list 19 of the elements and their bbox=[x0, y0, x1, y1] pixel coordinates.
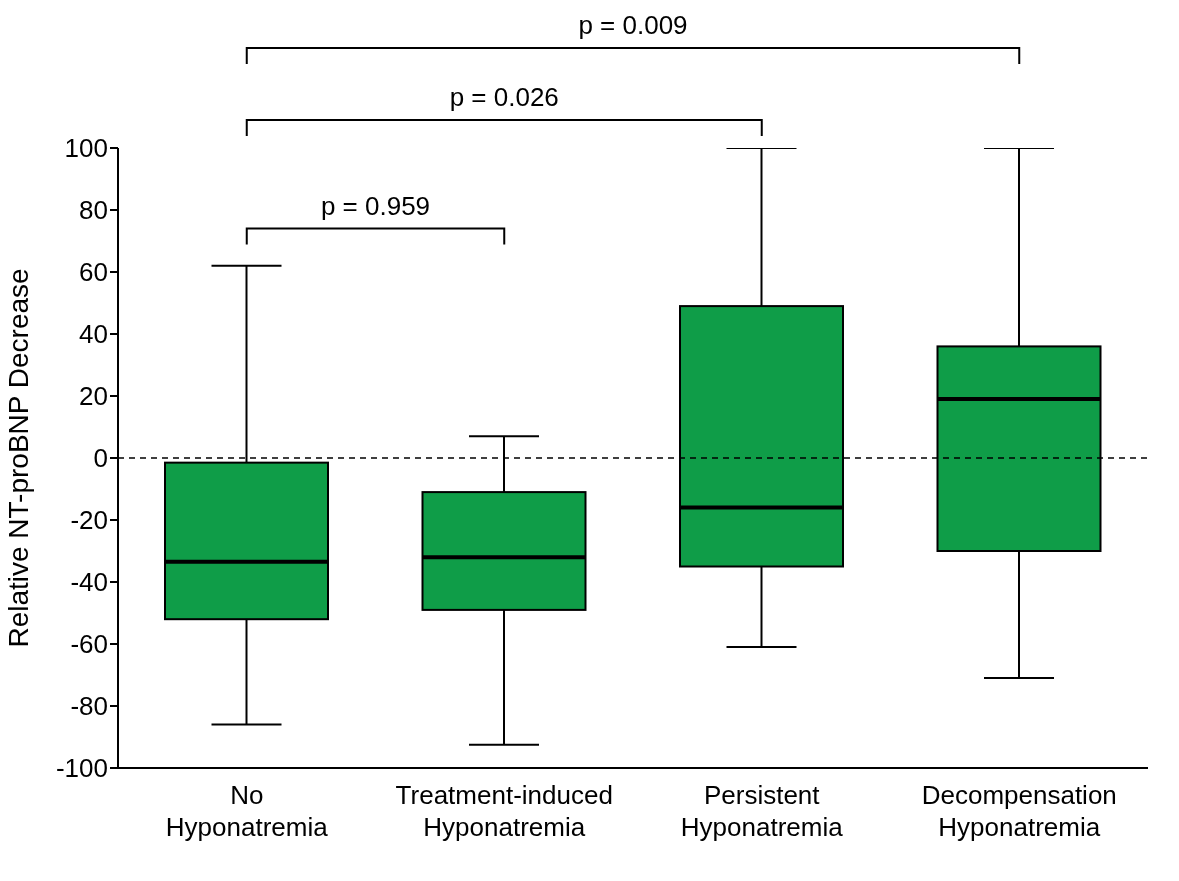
y-tick-label: 40 bbox=[79, 319, 108, 350]
x-tick-label: No Hyponatremia bbox=[165, 780, 329, 842]
y-tick-label: 100 bbox=[64, 133, 108, 164]
y-tick-label: 0 bbox=[93, 443, 108, 474]
y-tick-label: -80 bbox=[70, 691, 108, 722]
y-tick-label: -100 bbox=[55, 753, 108, 784]
y-tick-label: 80 bbox=[79, 195, 108, 226]
y-tick-label: -60 bbox=[70, 629, 108, 660]
y-tick-label: -40 bbox=[70, 567, 108, 598]
y-axis-title: Relative NT-proBNP Decrease bbox=[2, 268, 34, 648]
x-tick-label: Persistent Hyponatremia bbox=[680, 780, 844, 842]
annotation: p = 0.959 bbox=[320, 190, 431, 221]
text: p = 0.026 bbox=[449, 82, 559, 112]
x-tick-label: Treatment-induced Hyponatremia bbox=[395, 780, 613, 842]
y-tick-label: 60 bbox=[79, 257, 108, 288]
y-tick-label: -20 bbox=[70, 505, 108, 536]
y-tick-label: 20 bbox=[79, 381, 108, 412]
x-tick-label: Decompensation Hyponatremia bbox=[921, 780, 1117, 842]
text: p = 0.009 bbox=[578, 10, 688, 40]
